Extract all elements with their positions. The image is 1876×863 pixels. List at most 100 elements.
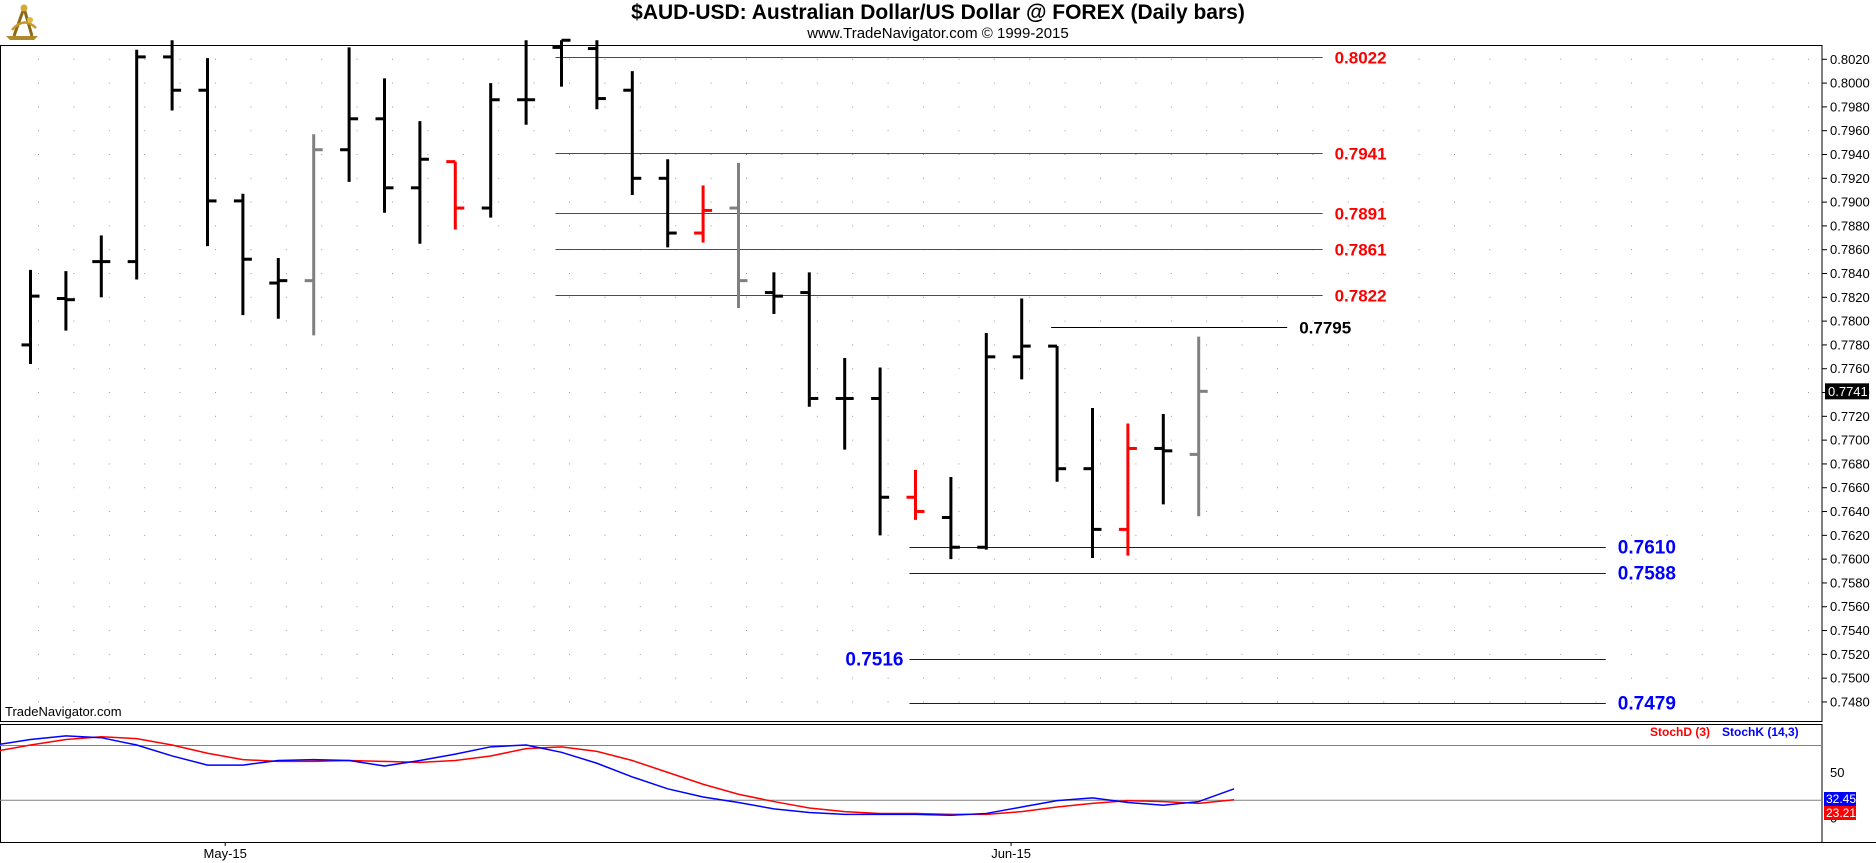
grid-dot: [1206, 320, 1208, 322]
grid-dot: [710, 106, 712, 108]
grid-dot: [1418, 392, 1420, 394]
grid-dot: [1170, 225, 1172, 227]
x-tick-label: Jun-15: [991, 846, 1031, 861]
grid-dot: [356, 677, 358, 679]
grid-dot: [1808, 225, 1809, 227]
grid-dot: [215, 320, 216, 322]
grid-dot: [1029, 415, 1031, 417]
grid-dot: [816, 153, 818, 155]
grid-dot: [285, 534, 287, 536]
grid-dot: [179, 582, 181, 584]
grid-dot: [250, 558, 252, 560]
grid-dot: [215, 630, 216, 632]
grid-dot: [1808, 630, 1809, 632]
grid-dot: [1347, 177, 1349, 179]
grid-dot: [1312, 558, 1314, 560]
price-level-label: 0.8022: [1335, 49, 1387, 68]
grid-dot: [1277, 392, 1278, 394]
grid-dot: [675, 701, 677, 703]
grid-dot: [675, 392, 677, 394]
grid-dot: [356, 368, 358, 370]
grid-dot: [569, 415, 570, 417]
grid-dot: [675, 463, 677, 465]
grid-dot: [569, 273, 570, 275]
current-price-box: [1825, 383, 1869, 400]
grid-dot: [852, 106, 854, 108]
grid-dot: [1595, 153, 1597, 155]
grid-dot: [639, 415, 641, 417]
grid-dot: [1347, 249, 1349, 251]
grid-dot: [569, 153, 570, 155]
grid-dot: [1206, 153, 1208, 155]
grid-dot: [1701, 439, 1703, 441]
grid-dot: [639, 225, 641, 227]
grid-dot: [1560, 653, 1562, 655]
grid-dot: [1347, 415, 1349, 417]
grid-dot: [993, 130, 995, 132]
grid-dot: [427, 201, 429, 203]
grid-dot: [1206, 630, 1208, 632]
grid-dot: [993, 558, 995, 560]
grid-dot: [710, 582, 712, 584]
grid-dot: [533, 582, 535, 584]
grid-dot: [1418, 58, 1420, 60]
grid-dot: [392, 415, 393, 417]
grid-dot: [1135, 677, 1137, 679]
grid-dot: [1454, 653, 1455, 655]
grid-dot: [1737, 463, 1739, 465]
grid-dot: [250, 415, 252, 417]
grid-dot: [108, 534, 110, 536]
grid-dot: [1135, 153, 1137, 155]
grid-dot: [1100, 606, 1101, 608]
grid-dot: [746, 439, 747, 441]
grid-dot: [1808, 677, 1809, 679]
grid-dot: [710, 225, 712, 227]
grid-dot: [1737, 677, 1739, 679]
grid-dot: [1772, 558, 1774, 560]
grid-dot: [887, 534, 889, 536]
grid-dot: [1418, 201, 1420, 203]
grid-dot: [321, 439, 323, 441]
grid-dot: [1170, 344, 1172, 346]
grid-dot: [1737, 487, 1739, 489]
grid-dot: [1524, 201, 1526, 203]
grid-dot: [1100, 58, 1101, 60]
grid-dot: [710, 58, 712, 60]
grid-dot: [639, 630, 641, 632]
grid-dot: [1808, 82, 1809, 84]
grid-dot: [604, 225, 606, 227]
grid-dot: [569, 130, 570, 132]
grid-dot: [1454, 677, 1455, 679]
grid-dot: [1808, 534, 1809, 536]
grid-dot: [1666, 58, 1668, 60]
grid-dot: [1418, 415, 1420, 417]
grid-dot: [215, 701, 216, 703]
grid-dot: [781, 177, 783, 179]
grid-dot: [746, 153, 747, 155]
grid-dot: [1135, 225, 1137, 227]
grid-dot: [1808, 606, 1809, 608]
stochd-value-box: [1824, 806, 1856, 820]
grid-dot: [923, 487, 924, 489]
grid-dot: [1560, 225, 1562, 227]
grid-dot: [569, 368, 570, 370]
grid-dot: [1808, 130, 1809, 132]
grid-dot: [462, 606, 464, 608]
grid-dot: [1170, 701, 1172, 703]
grid-dot: [1737, 606, 1739, 608]
grid-dot: [1737, 511, 1739, 513]
grid-dot: [179, 273, 181, 275]
grid-dot: [993, 296, 995, 298]
y-tick-label: 0.7640: [1830, 504, 1870, 519]
grid-dot: [569, 558, 570, 560]
grid-dot: [1100, 630, 1101, 632]
grid-dot: [1347, 487, 1349, 489]
grid-dot: [1666, 653, 1668, 655]
grid-dot: [1135, 653, 1137, 655]
grid-dot: [993, 534, 995, 536]
grid-dot: [38, 344, 39, 346]
grid-dot: [1701, 415, 1703, 417]
grid-dot: [1383, 677, 1385, 679]
grid-dot: [1489, 344, 1491, 346]
grid-dot: [321, 701, 323, 703]
